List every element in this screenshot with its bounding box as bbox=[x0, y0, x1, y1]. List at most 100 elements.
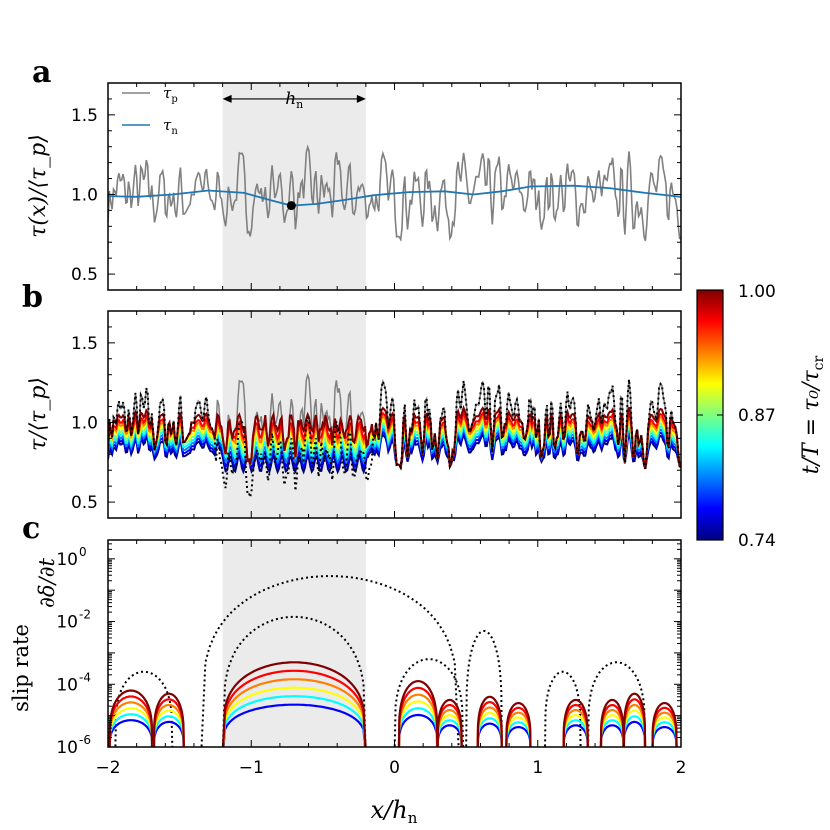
slip-rate-arch-2-1 bbox=[222, 695, 367, 747]
slip-rate-arch-4-0 bbox=[436, 724, 463, 747]
slip-rate-arch-6-0 bbox=[505, 726, 532, 747]
slip-rate-arch-4-3 bbox=[436, 709, 463, 747]
hn-label: hn bbox=[285, 89, 303, 111]
legend-a: τp τn bbox=[122, 84, 178, 137]
slip-rate-arch-5-1 bbox=[476, 717, 503, 747]
slip-rate-arch-4-2 bbox=[436, 714, 463, 747]
panel-a: 0.5 1.0 1.5 a τ(x)/⟨τ_p⟩ τp τn hn bbox=[26, 55, 682, 291]
panel-letter-a: a bbox=[32, 55, 51, 90]
slip-rate-arch-6-1 bbox=[505, 721, 532, 747]
slip-rate-arch-3-1 bbox=[397, 707, 439, 747]
slip-rate-arch-1-1 bbox=[152, 715, 185, 747]
y-tick-label: 1.5 bbox=[71, 334, 98, 354]
tau-p-line bbox=[108, 144, 681, 243]
slip-rate-arch-7-4 bbox=[562, 703, 589, 747]
slip-rate-dotted-arch-4 bbox=[587, 661, 647, 747]
slip-rate-arch-10-4 bbox=[651, 706, 678, 747]
hn-annotation: hn bbox=[222, 89, 366, 111]
slip-rate-dotted-arch-5 bbox=[114, 670, 174, 747]
hn-arrowhead-left bbox=[222, 94, 232, 103]
slip-rate-arch-10-1 bbox=[651, 721, 678, 747]
slip-rate-dotted-arch-6 bbox=[544, 670, 582, 747]
slip-rate-arch-10-0 bbox=[651, 726, 678, 747]
colorbar: 1.00 0.87 0.74 t/T = τ₀/τcr bbox=[696, 282, 827, 551]
y-tick-label-exponent: -6 bbox=[79, 733, 91, 747]
x-tick-label: −1 bbox=[239, 758, 264, 778]
slip-rate-arch-5-0 bbox=[476, 722, 503, 747]
panel-a-ylabel: τ(x)/⟨τ_p⟩ bbox=[26, 134, 51, 238]
slip-rate-arch-8-2 bbox=[599, 714, 625, 747]
panel-b-plot-area bbox=[108, 372, 681, 498]
slip-rate-arch-0-0 bbox=[108, 719, 154, 747]
slip-rate-arch-4-1 bbox=[436, 719, 463, 747]
slip-rate-arch-3-3 bbox=[397, 693, 439, 747]
slip-rate-arch-0-3 bbox=[108, 701, 154, 747]
slip-rate-arch-5-2 bbox=[476, 711, 503, 747]
y-tick-label: 0.5 bbox=[71, 493, 98, 513]
hn-arrowhead-right bbox=[356, 94, 366, 103]
y-tick-label-log: 10 bbox=[56, 613, 78, 633]
slip-rate-arch-5-3 bbox=[476, 706, 503, 747]
slip-rate-arch-6-3 bbox=[505, 711, 532, 747]
x-tick-label: 1 bbox=[532, 758, 543, 778]
y-tick-label-exponent: 0 bbox=[79, 545, 87, 559]
slip-rate-arch-6-2 bbox=[505, 716, 532, 747]
stress-level-line-8 bbox=[108, 404, 681, 471]
colorbar-tick-top: 1.00 bbox=[738, 282, 776, 302]
colorbar-tick-bottom: 0.74 bbox=[738, 531, 776, 551]
y-tick-label: 1.0 bbox=[71, 413, 98, 433]
y-tick-label: 1.5 bbox=[71, 106, 98, 126]
x-tick-label: −2 bbox=[95, 758, 120, 778]
y-tick-label-log: 10 bbox=[56, 738, 78, 758]
slip-rate-arch-8-3 bbox=[599, 709, 625, 747]
slip-rate-arch-1-4 bbox=[152, 698, 185, 747]
panel-c-ylabel: slip rate bbox=[9, 624, 33, 712]
panel-c-ylabel-derivative: ∂δ/∂t bbox=[35, 558, 59, 608]
slip-rate-arch-7-0 bbox=[562, 724, 589, 747]
panel-letter-c: c bbox=[22, 511, 40, 546]
y-tick-label: 0.5 bbox=[71, 265, 98, 285]
slip-rate-dotted-arch-0 bbox=[200, 575, 460, 747]
colorbar-tick-mid: 0.87 bbox=[738, 406, 776, 426]
slip-rate-dotted-arch-2 bbox=[393, 658, 465, 747]
slip-rate-arch-0-5 bbox=[108, 689, 154, 747]
slip-rate-arch-2-0 bbox=[222, 703, 367, 747]
slip-rate-arch-8-5 bbox=[599, 698, 625, 747]
slip-rate-arch-7-1 bbox=[562, 719, 589, 747]
slip-rate-arch-6-5 bbox=[505, 702, 532, 747]
slip-rate-arch-3-0 bbox=[397, 713, 439, 747]
slip-rate-arch-1-3 bbox=[152, 703, 185, 747]
nucleation-point-marker bbox=[286, 201, 296, 211]
slip-rate-arch-0-4 bbox=[108, 695, 154, 747]
slip-rate-arch-3-2 bbox=[397, 700, 439, 747]
slip-rate-arch-7-5 bbox=[562, 698, 589, 747]
slip-rate-arch-10-2 bbox=[651, 716, 678, 747]
slip-rate-arch-7-2 bbox=[562, 714, 589, 747]
slip-rate-arch-9-2 bbox=[622, 709, 647, 747]
slip-rate-arch-9-5 bbox=[622, 692, 647, 747]
y-tick-label-exponent: -4 bbox=[79, 670, 91, 684]
y-tick-label-exponent: -2 bbox=[79, 608, 91, 622]
slip-rate-dotted-arch-1 bbox=[221, 615, 367, 747]
panel-letter-b: b bbox=[22, 280, 43, 315]
tau-n-line bbox=[108, 184, 681, 207]
panel-b-ticks: 0.5 1.0 1.5 bbox=[71, 311, 682, 518]
y-tick-label: 1.0 bbox=[71, 185, 98, 205]
slip-rate-arch-10-5 bbox=[651, 702, 678, 747]
slip-rate-arch-8-1 bbox=[599, 719, 625, 747]
slip-rate-arch-2-5 bbox=[221, 661, 367, 747]
slip-rate-arch-4-5 bbox=[436, 698, 463, 747]
y-tick-label-log: 10 bbox=[56, 675, 78, 695]
slip-rate-arch-0-2 bbox=[108, 707, 154, 747]
slip-rate-arch-8-0 bbox=[599, 724, 625, 747]
legend-tau-n-label: τn bbox=[163, 116, 178, 137]
panel-a-plot-area bbox=[108, 144, 681, 243]
y-tick-label-log: 10 bbox=[56, 550, 78, 570]
slip-rate-arch-1-5 bbox=[152, 692, 185, 747]
slip-rate-arch-7-3 bbox=[562, 709, 589, 747]
slip-rate-dotted-arch-3 bbox=[465, 630, 503, 747]
slip-rate-arch-9-0 bbox=[622, 720, 647, 747]
slip-rate-arch-5-5 bbox=[476, 695, 503, 747]
